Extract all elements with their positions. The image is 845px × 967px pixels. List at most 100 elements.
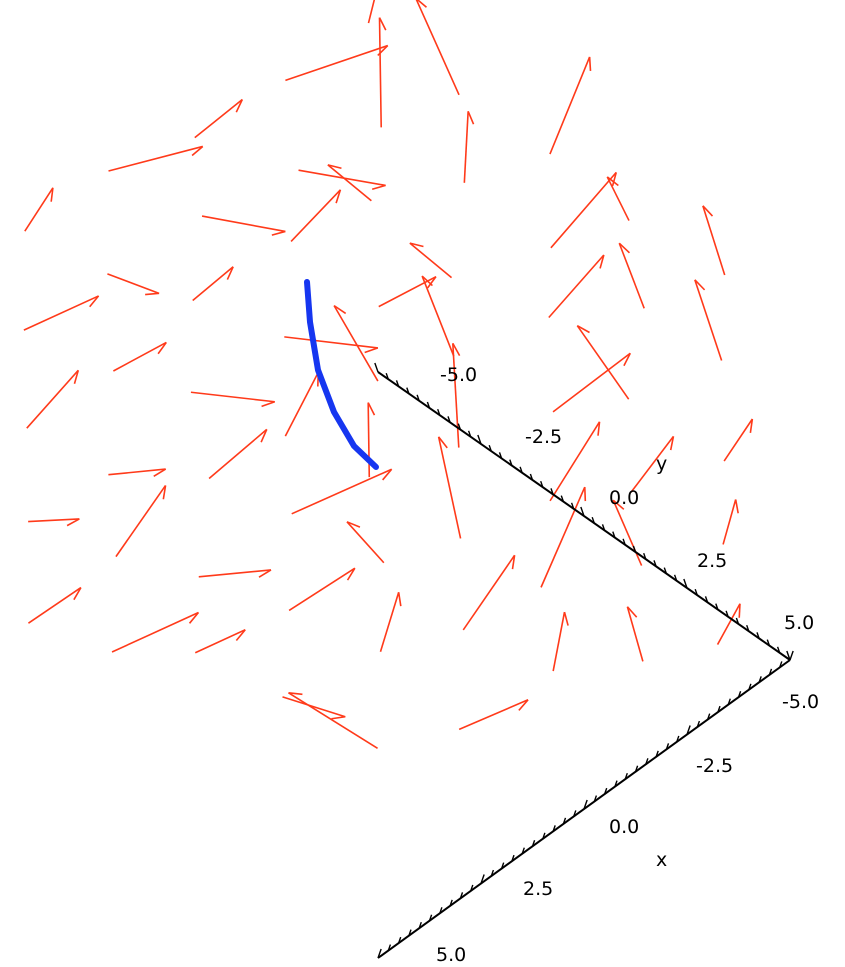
field-arrow-head <box>371 184 386 190</box>
field-arrow-head <box>226 266 234 280</box>
x-axis-tick <box>418 921 422 929</box>
field-arrow-shaft <box>437 436 462 539</box>
y-axis-tick <box>580 506 585 517</box>
y-axis-tick <box>447 416 451 423</box>
x-axis-tick <box>470 884 474 892</box>
x-axis-tick <box>542 832 546 840</box>
y-axis-tick <box>643 552 647 560</box>
field-arrow-head <box>599 254 605 269</box>
y-axis-tick <box>395 380 400 387</box>
field-arrow-shaft <box>415 0 460 96</box>
y-axis-tick <box>663 567 668 574</box>
field-arrow-head <box>327 164 342 169</box>
field-arrow-head <box>583 487 587 502</box>
field-arrow-head <box>467 111 475 125</box>
field-arrow-head <box>518 699 529 711</box>
y-axis-tick <box>786 650 791 661</box>
y-axis-tick <box>715 603 719 610</box>
field-arrow-shaft <box>192 266 234 302</box>
y-axis-tick <box>725 610 729 618</box>
field-arrow-head <box>576 324 590 334</box>
field-arrow-shaft <box>367 0 376 24</box>
field-arrow-shaft <box>346 521 385 564</box>
y-axis-tick <box>457 423 462 430</box>
field-arrow-head <box>89 295 100 308</box>
field-arrow-head <box>597 421 601 436</box>
field-arrow-head <box>734 499 739 514</box>
field-arrow-shaft <box>540 486 586 588</box>
x-axis-tick <box>562 817 567 825</box>
y-axis-tick <box>498 452 503 459</box>
field-arrow-shaft <box>288 567 356 612</box>
solution-curve <box>304 279 379 470</box>
field-arrow-shaft <box>107 273 160 295</box>
y-axis-tick <box>509 459 513 466</box>
y-axis-tick <box>437 408 441 416</box>
field-arrow-head <box>378 17 387 31</box>
field-arrow-head <box>437 436 448 449</box>
y-tick-label: -5.0 <box>440 364 477 386</box>
x-axis-tick <box>500 862 505 869</box>
x-axis-ticks <box>377 650 794 959</box>
field-arrow-shaft <box>290 189 341 243</box>
y-axis-tick <box>406 387 410 394</box>
field-arrow-shaft <box>284 336 378 349</box>
x-axis-tick <box>583 799 588 810</box>
field-arrow-shaft <box>208 428 268 480</box>
field-arrow-head <box>145 292 160 296</box>
y-axis-tick <box>570 502 575 510</box>
field-arrow-shaft <box>552 611 566 672</box>
x-tick-label: -2.5 <box>696 755 733 777</box>
x-axis-tick <box>768 668 773 676</box>
field-arrow-shaft <box>108 145 203 172</box>
field-arrow-head <box>191 145 204 157</box>
y-axis-tick <box>746 624 750 632</box>
y-axis-tick <box>756 632 760 639</box>
y-axis-tick <box>653 560 657 567</box>
field-arrow-shaft <box>367 402 371 478</box>
field-arrow-head <box>331 715 346 720</box>
y-axis-tick <box>477 434 482 445</box>
field-arrow-shaft <box>612 499 643 566</box>
x-axis-tick <box>531 840 536 847</box>
x-axis-tick <box>748 683 752 691</box>
y-axis-tick <box>683 578 688 589</box>
x-axis-tick <box>706 713 711 720</box>
field-arrow-head <box>271 230 286 236</box>
y-axis-tick <box>622 538 626 546</box>
field-arrow-head <box>416 0 427 8</box>
field-arrow-shaft <box>194 98 243 139</box>
field-arrow-head <box>235 629 246 642</box>
x-axis-tick <box>439 907 443 914</box>
y-axis-tick <box>519 466 523 474</box>
field-arrow-head <box>364 347 379 354</box>
field-arrow-head <box>397 592 402 607</box>
field-arrow-head <box>288 692 303 696</box>
field-arrow-head <box>333 304 347 315</box>
field-arrow-head <box>749 418 754 433</box>
field-arrow-shaft <box>409 242 453 279</box>
field-arrow-shaft <box>291 468 392 515</box>
y-axis-tick <box>632 545 637 553</box>
y-axis-ticks <box>374 362 791 661</box>
y-axis-tick <box>704 596 709 603</box>
field-arrow-shaft <box>552 352 631 413</box>
x-axis-tick <box>727 698 731 705</box>
y-axis-tick <box>416 394 420 402</box>
field-arrow-head <box>50 187 54 202</box>
y-axis-tick <box>560 495 565 502</box>
field-arrow-shaft <box>549 56 591 155</box>
field-arrow-head <box>618 242 631 254</box>
field-arrow-head <box>623 352 632 367</box>
y-tick-label: -2.5 <box>525 426 562 448</box>
field-arrow-head <box>409 242 424 248</box>
x-axis-tick <box>521 847 525 854</box>
field-arrow-shaft <box>201 215 286 233</box>
y-axis-tick <box>591 516 595 524</box>
y-axis-tick <box>694 588 698 596</box>
field-arrow-shaft <box>27 586 82 624</box>
x-axis-tick <box>573 810 577 817</box>
field-arrow-shaft <box>111 611 199 653</box>
field-arrow-shaft <box>288 692 378 749</box>
y-axis-tick <box>776 646 781 654</box>
